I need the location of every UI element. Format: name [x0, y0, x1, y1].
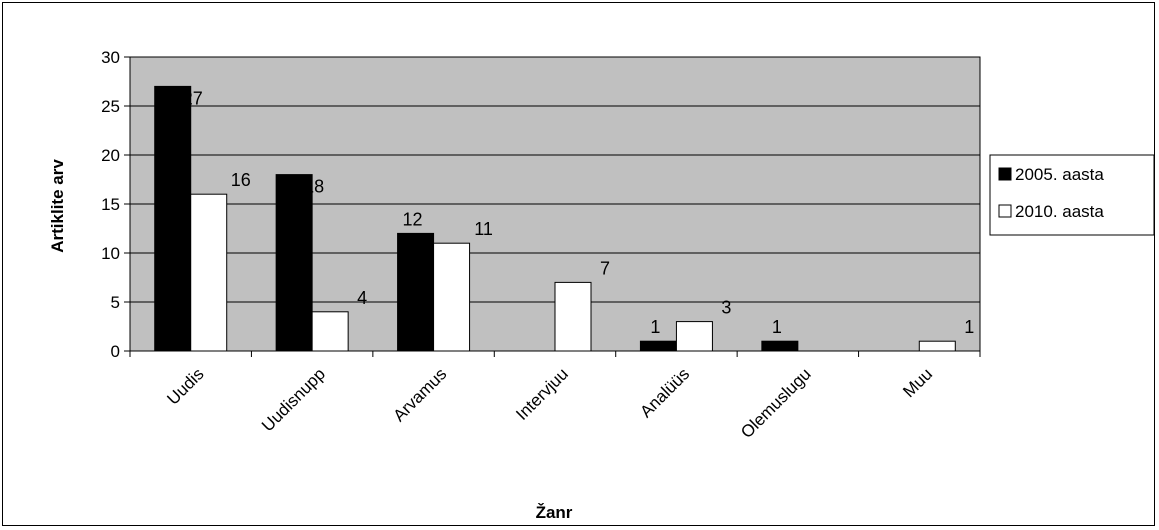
data-label: 7: [600, 258, 610, 278]
legend-swatch: [998, 167, 1012, 181]
legend-box: [989, 154, 1155, 236]
y-tick-label: 0: [111, 342, 120, 361]
data-label: 27: [183, 88, 203, 108]
bar-series2: [554, 281, 592, 352]
data-label: 18: [304, 177, 324, 197]
x-category-label: Analüüs: [636, 364, 693, 421]
data-label: 4: [357, 288, 367, 308]
legend-swatch: [998, 204, 1012, 218]
bar-series2: [675, 321, 713, 352]
y-tick-label: 30: [101, 48, 120, 67]
legend-label: 2010. aasta: [1015, 202, 1104, 221]
y-tick-label: 15: [101, 195, 120, 214]
data-label: 11: [474, 219, 493, 239]
legend: 2005. aasta 2010. aasta: [989, 154, 1155, 236]
y-tick-label: 10: [101, 244, 120, 263]
bar-series2: [433, 242, 471, 352]
bar-series1: [639, 340, 677, 352]
bar-series2: [311, 311, 349, 352]
data-label: 3: [721, 298, 731, 318]
y-tick-label: 5: [111, 293, 120, 312]
data-label: 1: [772, 317, 782, 337]
bar-series1: [154, 85, 192, 352]
x-category-label: Olemuslugu: [737, 364, 815, 442]
bar-series1: [761, 340, 799, 352]
x-category-label: Muu: [899, 364, 936, 401]
data-label: 1: [650, 317, 660, 337]
x-axis-title: Žanr: [536, 503, 573, 522]
x-category-label: Arvamus: [390, 364, 451, 425]
x-category-label: Uudisnupp: [258, 364, 329, 435]
y-tick-label: 20: [101, 146, 120, 165]
data-label: 12: [403, 209, 423, 229]
y-axis-title: Artiklite arv: [48, 159, 67, 253]
bar-series1: [397, 232, 435, 352]
data-label: 16: [231, 170, 251, 190]
x-category-label: Uudis: [163, 364, 207, 408]
data-label: 1: [964, 317, 974, 337]
bar-series2: [190, 193, 228, 352]
bar-series1: [275, 174, 313, 352]
legend-label: 2005. aasta: [1015, 165, 1104, 184]
bar-series2: [918, 340, 956, 352]
y-tick-label: 25: [101, 97, 120, 116]
x-category-label: Intervjuu: [512, 364, 572, 424]
